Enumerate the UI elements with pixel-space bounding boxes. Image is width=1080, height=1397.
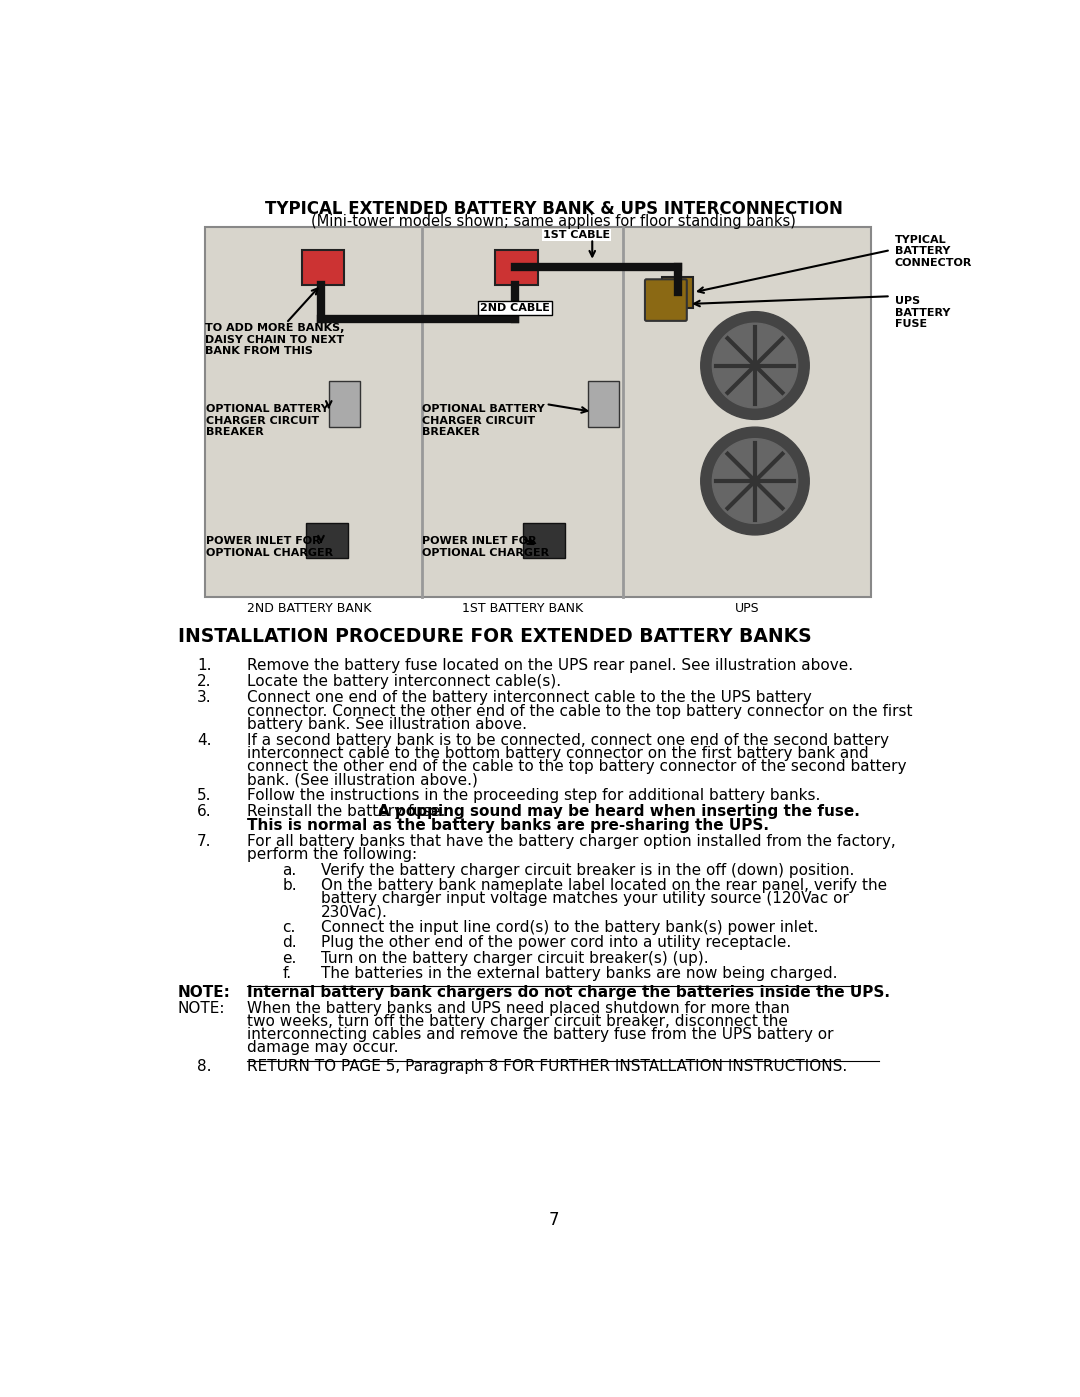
Text: e.: e. xyxy=(282,951,297,965)
Text: 5.: 5. xyxy=(197,788,212,803)
Text: UPS: UPS xyxy=(734,602,759,615)
FancyBboxPatch shape xyxy=(662,277,693,307)
Text: battery bank. See illustration above.: battery bank. See illustration above. xyxy=(247,717,527,732)
Text: connector. Connect the other end of the cable to the top battery connector on th: connector. Connect the other end of the … xyxy=(247,704,913,718)
Text: Verify the battery charger circuit breaker is in the off (down) position.: Verify the battery charger circuit break… xyxy=(321,863,854,877)
Text: 6.: 6. xyxy=(197,805,212,820)
Text: interconnecting cables and remove the battery fuse from the UPS battery or: interconnecting cables and remove the ba… xyxy=(247,1027,834,1042)
Text: damage may occur.: damage may occur. xyxy=(247,1039,399,1055)
Text: interconnect cable to the bottom battery connector on the first battery bank and: interconnect cable to the bottom battery… xyxy=(247,746,869,761)
Text: OPTIONAL BATTERY
CHARGER CIRCUIT
BREAKER: OPTIONAL BATTERY CHARGER CIRCUIT BREAKER xyxy=(422,404,544,437)
Circle shape xyxy=(701,427,809,535)
Text: 3.: 3. xyxy=(197,690,212,705)
Text: 2ND BATTERY BANK: 2ND BATTERY BANK xyxy=(247,602,372,615)
Text: Turn on the battery charger circuit breaker(s) (up).: Turn on the battery charger circuit brea… xyxy=(321,951,708,965)
FancyBboxPatch shape xyxy=(328,381,360,427)
Text: 1ST BATTERY BANK: 1ST BATTERY BANK xyxy=(462,602,583,615)
FancyBboxPatch shape xyxy=(306,524,348,557)
Text: 7: 7 xyxy=(549,1211,558,1229)
Text: Internal battery bank chargers do not charge the batteries inside the UPS.: Internal battery bank chargers do not ch… xyxy=(247,985,890,1000)
Text: This is normal as the battery banks are pre-sharing the UPS.: This is normal as the battery banks are … xyxy=(247,817,769,833)
Text: NOTE:: NOTE: xyxy=(177,1000,225,1016)
Circle shape xyxy=(713,439,798,524)
Text: POWER INLET FOR
OPTIONAL CHARGER: POWER INLET FOR OPTIONAL CHARGER xyxy=(422,536,549,557)
Text: 230Vac).: 230Vac). xyxy=(321,904,388,919)
FancyBboxPatch shape xyxy=(496,250,538,285)
Circle shape xyxy=(701,312,809,419)
Text: Follow the instructions in the proceeding step for additional battery banks.: Follow the instructions in the proceedin… xyxy=(247,788,821,803)
Text: UPS
BATTERY
FUSE: UPS BATTERY FUSE xyxy=(894,296,950,330)
Text: If a second battery bank is to be connected, connect one end of the second batte: If a second battery bank is to be connec… xyxy=(247,733,889,747)
Text: Reinstall the battery fuse.: Reinstall the battery fuse. xyxy=(247,805,450,820)
Text: The batteries in the external battery banks are now being charged.: The batteries in the external battery ba… xyxy=(321,967,837,981)
Text: TYPICAL EXTENDED BATTERY BANK & UPS INTERCONNECTION: TYPICAL EXTENDED BATTERY BANK & UPS INTE… xyxy=(265,200,842,218)
FancyBboxPatch shape xyxy=(205,226,872,597)
Text: For all battery banks that have the battery charger option installed from the fa: For all battery banks that have the batt… xyxy=(247,834,896,849)
Text: 4.: 4. xyxy=(197,733,212,747)
Text: Locate the battery interconnect cable(s).: Locate the battery interconnect cable(s)… xyxy=(247,675,562,689)
Text: Plug the other end of the power cord into a utility receptacle.: Plug the other end of the power cord int… xyxy=(321,936,792,950)
Text: OPTIONAL BATTERY
CHARGER CIRCUIT
BREAKER: OPTIONAL BATTERY CHARGER CIRCUIT BREAKER xyxy=(206,404,329,437)
Text: When the battery banks and UPS need placed shutdown for more than: When the battery banks and UPS need plac… xyxy=(247,1000,791,1016)
Text: f.: f. xyxy=(282,967,292,981)
Text: RETURN TO PAGE 5, Paragraph 8 FOR FURTHER INSTALLATION INSTRUCTIONS.: RETURN TO PAGE 5, Paragraph 8 FOR FURTHE… xyxy=(247,1059,848,1074)
Text: perform the following:: perform the following: xyxy=(247,847,418,862)
Text: 2ND CABLE: 2ND CABLE xyxy=(480,303,550,313)
FancyBboxPatch shape xyxy=(645,279,687,321)
Text: POWER INLET FOR
OPTIONAL CHARGER: POWER INLET FOR OPTIONAL CHARGER xyxy=(206,536,334,557)
Text: d.: d. xyxy=(282,936,297,950)
Text: NOTE:: NOTE: xyxy=(177,985,230,1000)
Text: On the battery bank nameplate label located on the rear panel, verify the: On the battery bank nameplate label loca… xyxy=(321,879,887,893)
Text: A popping sound may be heard when inserting the fuse.: A popping sound may be heard when insert… xyxy=(378,805,860,820)
Text: Connect the input line cord(s) to the battery bank(s) power inlet.: Connect the input line cord(s) to the ba… xyxy=(321,921,819,935)
Text: bank. (See illustration above.): bank. (See illustration above.) xyxy=(247,773,478,787)
FancyBboxPatch shape xyxy=(589,381,619,427)
Text: battery charger input voltage matches your utility source (120Vac or: battery charger input voltage matches yo… xyxy=(321,891,849,907)
Text: INSTALLATION PROCEDURE FOR EXTENDED BATTERY BANKS: INSTALLATION PROCEDURE FOR EXTENDED BATT… xyxy=(177,627,811,647)
Text: 8.: 8. xyxy=(197,1059,212,1074)
Text: two weeks, turn off the battery charger circuit breaker, disconnect the: two weeks, turn off the battery charger … xyxy=(247,1014,788,1028)
Text: c.: c. xyxy=(282,921,296,935)
FancyBboxPatch shape xyxy=(523,524,565,557)
Text: b.: b. xyxy=(282,879,297,893)
Text: a.: a. xyxy=(282,863,297,877)
Circle shape xyxy=(713,323,798,408)
FancyBboxPatch shape xyxy=(301,250,345,285)
Text: 1.: 1. xyxy=(197,658,212,673)
Text: (Mini-tower models shown; same applies for floor standing banks): (Mini-tower models shown; same applies f… xyxy=(311,214,796,229)
Text: TYPICAL
BATTERY
CONNECTOR: TYPICAL BATTERY CONNECTOR xyxy=(894,235,972,268)
Text: connect the other end of the cable to the top battery connector of the second ba: connect the other end of the cable to th… xyxy=(247,759,907,774)
Text: Remove the battery fuse located on the UPS rear panel. See illustration above.: Remove the battery fuse located on the U… xyxy=(247,658,853,673)
Text: TO ADD MORE BANKS,
DAISY CHAIN TO NEXT
BANK FROM THIS: TO ADD MORE BANKS, DAISY CHAIN TO NEXT B… xyxy=(205,323,345,356)
Text: 1ST CABLE: 1ST CABLE xyxy=(543,229,610,240)
Text: 7.: 7. xyxy=(197,834,212,849)
Text: Connect one end of the battery interconnect cable to the the UPS battery: Connect one end of the battery interconn… xyxy=(247,690,812,705)
Text: 2.: 2. xyxy=(197,675,212,689)
